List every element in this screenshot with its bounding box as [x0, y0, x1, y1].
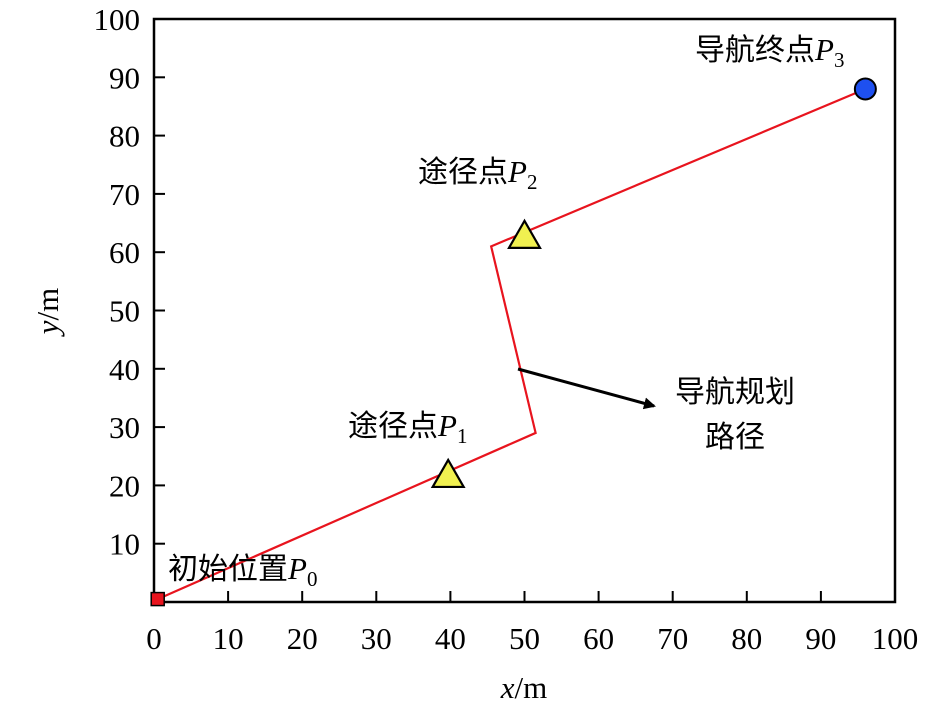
p3-marker	[853, 77, 877, 101]
x-tick-label: 90	[805, 621, 836, 656]
p2-marker	[507, 218, 542, 249]
p1-marker	[430, 457, 466, 489]
y-tick-label: 90	[109, 60, 140, 95]
waypoint1-annotation: 途径点P1	[348, 408, 467, 448]
path-pointer-arrow	[517, 367, 656, 410]
y-tick-label: 100	[94, 2, 141, 37]
x-tick-label: 50	[509, 621, 540, 656]
y-tick-label: 30	[109, 410, 140, 445]
y-tick-label: 60	[109, 235, 140, 270]
x-tick-label: 20	[287, 621, 318, 656]
y-tick-label: 10	[109, 527, 140, 562]
arrow-label-line1: 导航规划	[675, 375, 795, 410]
x-tick-label: 40	[435, 621, 466, 656]
planned-path-line	[157, 87, 866, 601]
waypoint2-annotation: 途径点P2	[418, 154, 537, 194]
path-markers	[150, 77, 877, 607]
x-axis-label: x/m	[500, 670, 548, 705]
y-axis-ticks: 10 20 30 40 50 60 70 80 90 100	[94, 2, 165, 562]
p0-marker	[150, 591, 165, 607]
x-tick-label: 70	[657, 621, 688, 656]
y-tick-label: 80	[109, 119, 140, 154]
x-tick-label: 0	[146, 621, 162, 656]
end-annotation: 导航终点P3	[695, 32, 844, 72]
arrow-label-line2: 路径	[705, 420, 765, 455]
x-tick-label: 80	[731, 621, 762, 656]
y-tick-label: 50	[109, 294, 140, 329]
x-tick-label: 10	[213, 621, 244, 656]
y-tick-label: 70	[109, 177, 140, 212]
x-axis-ticks: 0 10 20 30 40 50 60 70 80 90 100	[146, 591, 918, 656]
start-annotation: 初始位置P0	[168, 551, 317, 591]
plot-frame	[152, 17, 897, 604]
x-tick-label: 60	[583, 621, 614, 656]
y-tick-label: 20	[109, 468, 140, 503]
y-tick-label: 40	[109, 352, 140, 387]
x-tick-label: 30	[361, 621, 392, 656]
y-axis-label: y/m	[30, 288, 65, 338]
x-tick-label: 100	[872, 621, 919, 656]
